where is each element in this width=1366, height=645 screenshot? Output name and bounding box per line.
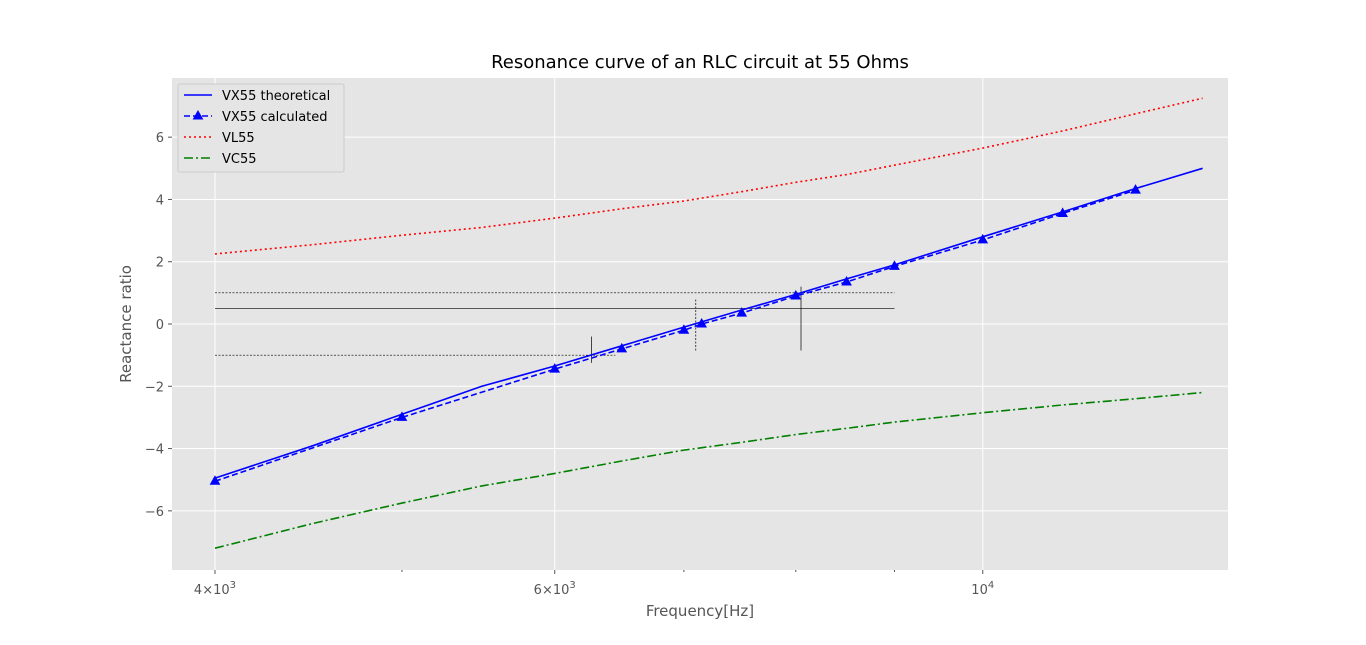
series-line <box>214 97 1203 255</box>
series-vx55-calculated <box>209 184 1141 485</box>
chart-title: Resonance curve of an RLC circuit at 55 … <box>491 52 909 73</box>
data-point-marker <box>209 475 221 485</box>
x-tick-label: 4×103 <box>194 580 236 598</box>
data-point-marker <box>1057 207 1068 217</box>
data-point-marker <box>549 363 561 373</box>
legend-label: VL55 <box>222 131 255 146</box>
legend: VX55 theoretical VX55 calculated VL55 VC55 <box>177 83 345 173</box>
data-point-marker <box>1130 184 1141 194</box>
data-point-marker <box>736 307 748 317</box>
data-point-marker <box>396 411 408 421</box>
x-axis-label: Frequency[Hz] <box>646 602 754 620</box>
data-point-marker <box>696 317 708 328</box>
legend-box <box>177 83 345 173</box>
legend-marker <box>192 109 204 120</box>
y-axis-label: Reactance ratio <box>117 265 135 383</box>
y-tick-label: −2 <box>145 380 164 395</box>
y-tick-label: 2 <box>156 256 164 271</box>
axis-ticks: −6 −4 −2 0 2 4 6 4×103 6×103 104 <box>145 131 994 598</box>
y-tick-label: 0 <box>156 318 164 333</box>
x-tick-label: 104 <box>971 580 994 598</box>
y-tick-label: −4 <box>145 443 164 458</box>
y-tick-label: −6 <box>145 505 164 520</box>
series-line <box>214 391 1203 549</box>
x-tick-label: 6×103 <box>534 580 576 598</box>
data-point-marker <box>616 342 628 353</box>
legend-label: VX55 calculated <box>222 110 328 125</box>
reference-lines <box>214 286 895 363</box>
series-vc55 <box>214 391 1203 549</box>
grid-lines <box>172 78 1228 570</box>
data-point-marker <box>790 289 802 300</box>
legend-label: VX55 theoretical <box>222 89 330 104</box>
data-point-marker <box>678 324 690 334</box>
y-tick-label: 6 <box>156 131 164 146</box>
data-point-marker <box>977 233 989 244</box>
series-lines <box>209 97 1203 549</box>
legend-label: VC55 <box>222 152 257 167</box>
data-point-marker <box>889 260 900 270</box>
y-tick-label: 4 <box>156 193 164 208</box>
data-point-marker <box>841 275 852 286</box>
series-vl55 <box>214 97 1203 255</box>
